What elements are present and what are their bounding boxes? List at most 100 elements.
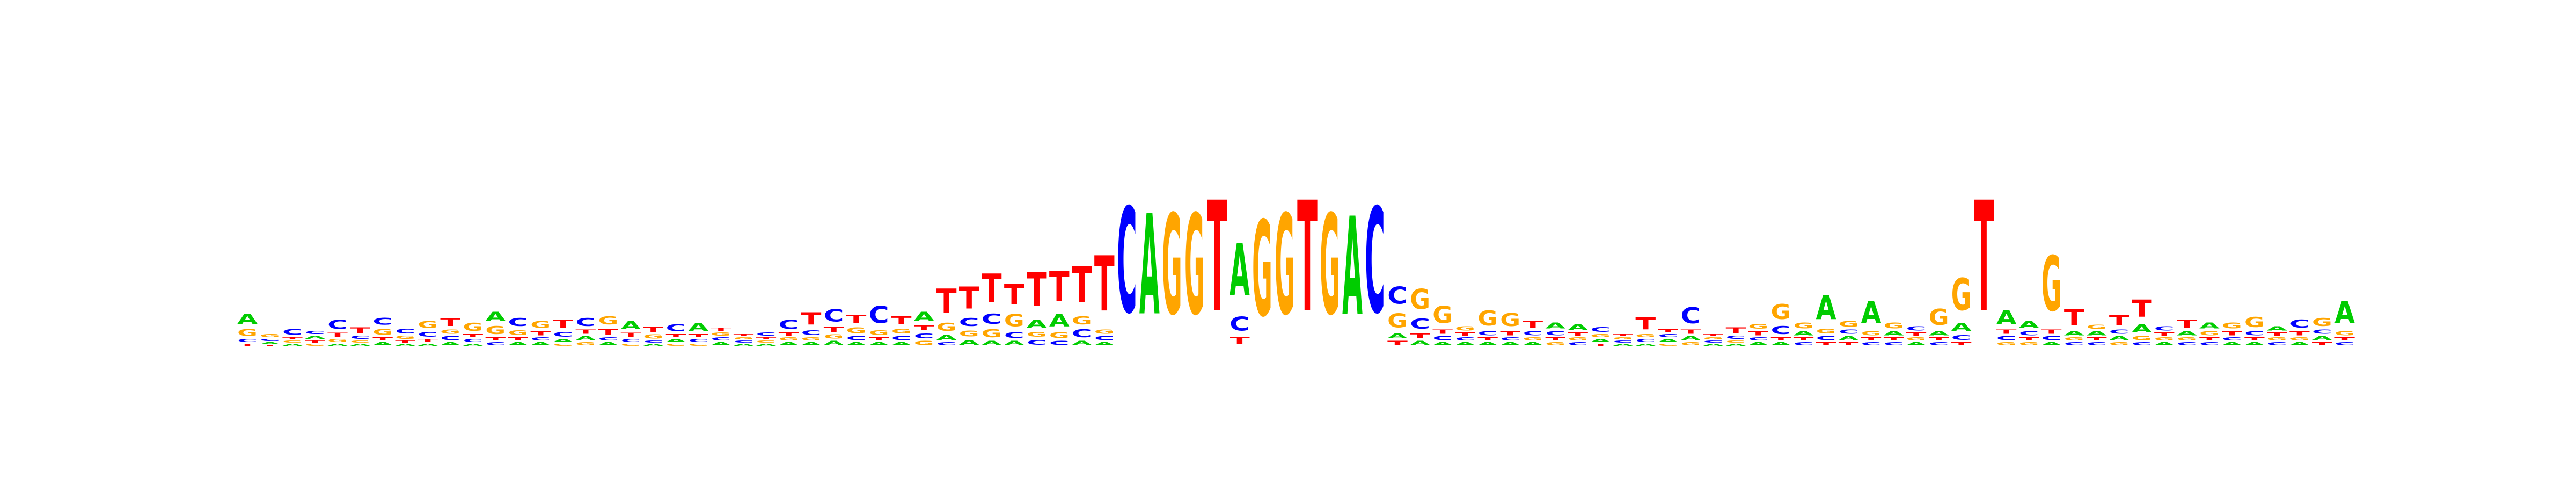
logo-letter-T: T [2177,317,2197,330]
logo-letter-C: C [801,329,822,337]
logo-letter-C: C [1523,330,1543,337]
logo-letter-G: G [1906,337,1927,342]
logo-letter-G: G [2177,337,2197,342]
logo-column-44: T [1207,169,1227,346]
logo-letter-C: C [327,318,348,332]
logo-letter-T: T [1816,342,1836,346]
logo-letter-A: A [824,340,845,346]
logo-letter-C: C [914,332,934,340]
logo-letter-G: G [1771,300,1791,324]
logo-letter-T: T [1794,337,1814,342]
logo-letter-A: A [2222,342,2242,346]
logo-letter-A: A [282,343,303,346]
logo-letter-G: G [2154,337,2175,342]
logo-letter-G: G [2041,241,2062,329]
logo-letter-C: C [1432,335,1453,342]
logo-letter-A: A [1477,342,1498,346]
logo-letter-A: A [2064,330,2085,337]
logo-letter-T: T [305,340,325,343]
logo-letter-T: T [440,316,460,329]
logo-column-47: G [1275,186,1295,346]
logo-letter-G: G [1410,284,1430,316]
logo-letter-G: G [2199,330,2220,337]
logo-letter-A: A [1996,307,2017,329]
logo-letter-G: G [643,333,663,340]
logo-letter-A: A [1951,321,1972,333]
logo-letter-C: C [2222,337,2242,342]
logo-letter-A: A [914,310,934,324]
logo-letter-G: G [485,324,506,337]
logo-letter-A: A [395,343,415,346]
logo-letter-G: G [1072,315,1092,328]
logo-letter-C: C [1455,337,1475,342]
logo-letter-C: C [869,302,889,329]
logo-letter-G: G [1545,342,1565,346]
logo-letter-T: T [1951,342,1972,346]
logo-letter-A: A [1658,338,1678,343]
logo-letter-A: A [350,343,370,346]
logo-letter-G: G [1703,337,1723,340]
logo-letter-T: T [395,340,415,343]
logo-letter-T: T [1027,263,1047,317]
logo-letter-G: G [1680,342,1701,346]
logo-letter-T: T [1680,329,1701,335]
logo-letter-C: C [508,316,528,329]
logo-letter-A: A [2019,319,2039,330]
logo-letter-C: C [1590,325,1611,333]
logo-letter-C: C [1500,337,1520,342]
logo-letter-A: A [2177,330,2198,337]
logo-column-50: A [1342,188,1363,346]
logo-letter-A: A [2267,325,2288,332]
logo-letter-T: T [1929,337,1949,342]
logo-letter-G: G [1455,325,1475,332]
logo-letter-A: A [1590,338,1611,343]
logo-column-49: G [1320,186,1340,346]
logo-letter-C: C [1004,330,1024,340]
logo-letter-A: A [2312,335,2333,342]
logo-letter-A: A [1139,186,1160,346]
logo-letter-G: G [1951,269,1972,321]
logo-letter-C: C [1613,340,1633,343]
logo-letter-C: C [372,316,393,327]
logo-letter-C: C [1117,177,1137,346]
logo-letter-C: C [350,335,370,340]
logo-letter-G: G [260,333,280,338]
logo-letter-T: T [1568,332,1588,337]
logo-letter-T: T [2267,332,2287,337]
logo-letter-G: G [620,343,641,346]
logo-letter-T: T [869,337,889,342]
logo-letter-C: C [2132,342,2152,346]
logo-letter-A: A [2041,342,2062,346]
logo-letter-G: G [1049,330,1070,340]
logo-letter-G: G [418,320,438,331]
logo-letter-A: A [508,342,528,346]
logo-letter-G: G [372,327,393,337]
logo-letter-T: T [598,327,618,337]
logo-letter-C: C [463,338,483,343]
logo-letter-G: G [1748,322,1769,330]
logo-letter-T: T [350,325,370,335]
logo-letter-A: A [982,340,1002,346]
logo-letter-C: C [2244,330,2265,337]
logo-letter-G: G [1275,186,1295,346]
logo-letter-T: T [1523,319,1543,330]
logo-letter-G: G [1004,311,1024,330]
logo-letter-C: C [2289,318,2310,331]
logo-letter-A: A [2199,321,2220,330]
